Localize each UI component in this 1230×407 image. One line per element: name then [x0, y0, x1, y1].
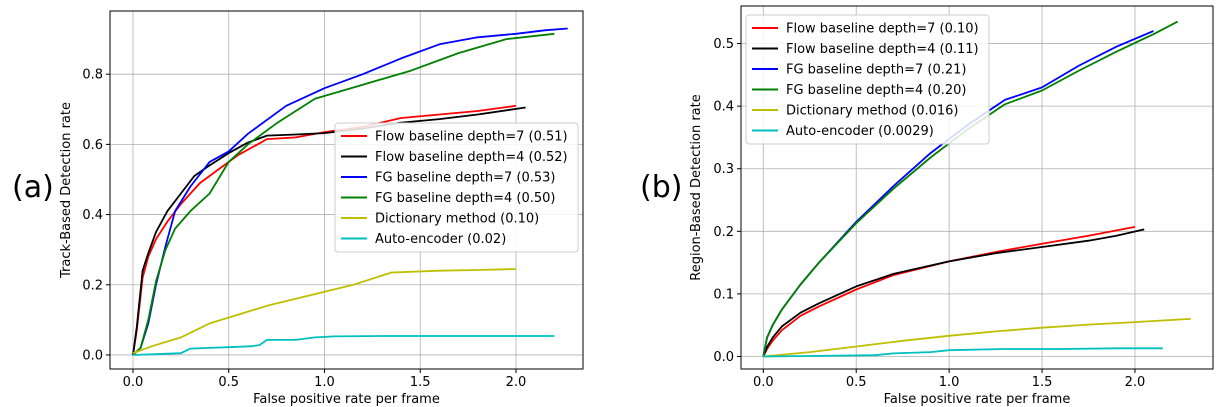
series-line [763, 347, 1163, 358]
series-line [132, 268, 517, 355]
legend-entry: Auto-encoder (0.02) [375, 232, 506, 247]
legend-box [334, 122, 579, 253]
legend-entry: Auto-encoder (0.0029) [786, 124, 934, 139]
y-tick-label: 0.0 [82, 348, 103, 363]
legend-entry: Flow baseline depth=4 (0.52) [375, 150, 568, 165]
legend-entry: FG baseline depth=7 (0.53) [375, 171, 556, 186]
y-tick-label: 0.8 [82, 68, 103, 83]
y-tick-label: 0.1 [713, 287, 734, 302]
series-line [132, 32, 555, 356]
x-axis-label: False positive rate per frame [253, 392, 440, 407]
y-tick-label: 0.6 [82, 138, 103, 153]
y-tick-label: 0.0 [713, 350, 734, 365]
panel-b: (b) 0.0 0.5 1.0 1.5 2.0 0.0 0.1 0.2 0.3 0.4 0.5 Fals… [640, 5, 1214, 407]
x-tick-label: 1.0 [939, 375, 960, 390]
legend-entry: Dictionary method (0.10) [375, 212, 539, 227]
x-tick-label: 0.0 [123, 375, 144, 390]
series-line [762, 226, 1136, 357]
y-tick-label: 0.4 [713, 100, 734, 115]
panel-label: (b) [640, 170, 682, 205]
y-tick-label: 0.5 [713, 37, 734, 52]
legend-entry: Dictionary method (0.016) [786, 104, 959, 119]
y-tick-label: 0.3 [713, 162, 734, 177]
x-tick-label: 0.5 [846, 375, 867, 390]
x-tick-label: 1.5 [1032, 375, 1053, 390]
x-tick-label: 2.0 [1125, 375, 1146, 390]
x-tick-label: 1.5 [410, 375, 431, 390]
legend-entry: FG baseline depth=4 (0.50) [375, 191, 556, 206]
plot-frame [109, 10, 584, 370]
plot-frame [740, 5, 1214, 370]
panel-label: (a) [12, 170, 54, 205]
panel-a: (a) 0.0 0.5 1.0 1.5 2.0 0.0 0.2 0.4 0.6 0.8 False p… [12, 10, 584, 407]
x-axis-label: False positive rate per frame [884, 392, 1071, 407]
series-line [132, 104, 517, 356]
legend-box [745, 14, 990, 145]
x-tick-label: 1.0 [314, 375, 335, 390]
legend-entry: FG baseline depth=4 (0.20) [786, 83, 967, 98]
legend-entry: Flow baseline depth=7 (0.51) [375, 130, 568, 145]
x-tick-label: 0.5 [218, 375, 239, 390]
series-line [762, 228, 1145, 357]
legend-entry: FG baseline depth=7 (0.21) [786, 63, 967, 78]
y-tick-label: 0.2 [713, 225, 734, 240]
y-axis-label: Track-Based Detection rate [59, 102, 74, 279]
y-tick-label: 0.4 [82, 208, 103, 223]
series-line [132, 335, 555, 356]
x-tick-label: 0.0 [753, 375, 774, 390]
series-line [763, 318, 1191, 358]
y-axis-label: Region-Based Detection rate [689, 94, 704, 280]
legend-entry: Flow baseline depth=4 (0.11) [786, 42, 979, 57]
y-tick-label: 0.2 [82, 278, 103, 293]
x-tick-label: 2.0 [506, 375, 527, 390]
legend-entry: Flow baseline depth=7 (0.10) [786, 22, 979, 37]
series-line [762, 20, 1179, 357]
